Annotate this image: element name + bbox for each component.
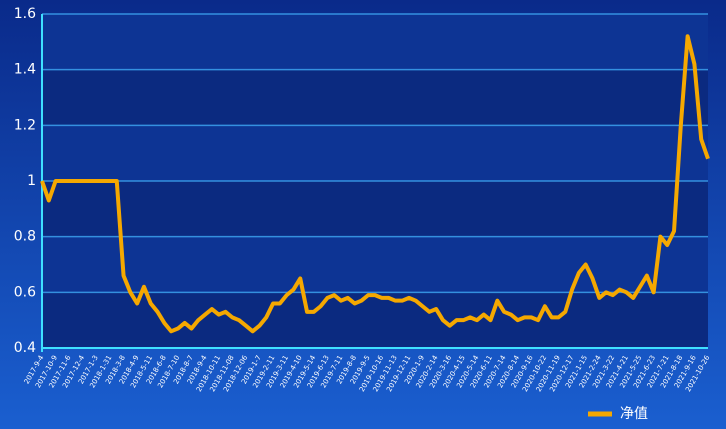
y-tick-label: 0.6 <box>14 284 36 300</box>
y-tick-label: 0.8 <box>14 229 36 245</box>
grid-band <box>42 14 708 70</box>
line-series <box>40 34 710 334</box>
y-tick-label: 1.4 <box>14 62 36 78</box>
y-tick-label: 1.6 <box>14 6 36 22</box>
y-tick-label: 1 <box>27 173 36 189</box>
grid-band <box>42 69 708 126</box>
grid-band <box>42 292 708 348</box>
grid-band <box>42 125 708 181</box>
grid-band <box>42 181 708 237</box>
y-tick-label: 0.4 <box>14 340 36 356</box>
y-tick-label: 1.2 <box>14 117 36 133</box>
grid-band <box>42 236 708 293</box>
legend-label: 净值 <box>620 406 648 422</box>
